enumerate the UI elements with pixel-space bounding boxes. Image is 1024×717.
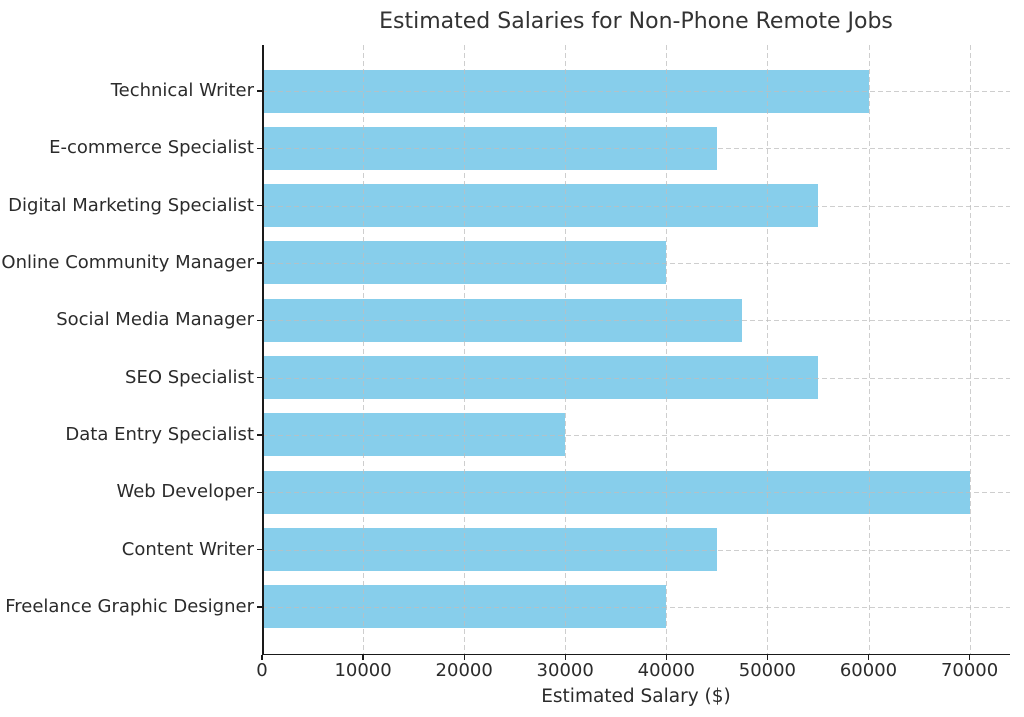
y-tick-label-data-entry-specialist: Data Entry Specialist [65,423,254,445]
x-tick-mark [564,655,566,660]
y-tick-label-content-writer: Content Writer [121,538,254,560]
x-tick-mark [665,655,667,660]
y-tick-label-digital-marketing-specialist: Digital Marketing Specialist [8,194,254,216]
y-tick-label-e-commerce-specialist: E-commerce Specialist [49,137,254,159]
bar-data-entry-specialist [262,413,566,457]
x-tick-mark [867,655,870,660]
y-tick-mark [257,434,262,436]
y-tick-label-freelance-graphic-designer: Freelance Graphic Designer [5,595,254,617]
x-tick-mark [362,655,364,660]
bar-social-media-manager [262,298,743,342]
bar-freelance-graphic-designer [262,585,667,629]
chart-title: Estimated Salaries for Non-Phone Remote … [379,9,893,34]
x-tick-mark [463,655,465,660]
x-tick-label-70000: 70000 [940,660,999,681]
x-tick-label-40000: 40000 [637,660,695,681]
y-tick-mark [257,90,262,92]
y-tick-mark [257,319,262,321]
y-tick-mark [257,491,262,493]
y-tick-label-technical-writer: Technical Writer [110,80,254,101]
y-tick-label-online-community-manager: Online Community Manager [1,251,254,273]
y-axis-spine [262,45,264,655]
y-tick-label-seo-specialist: SEO Specialist [125,366,254,388]
y-tick-label-web-developer: Web Developer [116,481,254,503]
bars-layer [262,45,1010,655]
y-tick-mark [257,606,262,608]
y-tick-mark [257,376,262,379]
y-tick-label-social-media-manager: Social Media Manager [56,309,254,331]
y-tick-mark [257,147,262,150]
x-tick-label-30000: 30000 [536,660,594,681]
x-tick-mark [261,655,263,660]
x-tick-label-60000: 60000 [839,660,898,681]
plot-area [262,45,1010,655]
x-tick-label-20000: 20000 [435,660,493,681]
bar-e-commerce-specialist [262,126,717,170]
x-tick-mark [766,655,769,660]
y-tick-mark [257,262,262,264]
bar-web-developer [262,470,970,514]
bar-content-writer [262,528,717,572]
bar-technical-writer [262,69,869,113]
bar-seo-specialist [262,356,818,400]
x-tick-mark [968,655,971,660]
x-axis-label: Estimated Salary ($) [541,686,731,707]
y-tick-mark [257,548,262,551]
y-tick-mark [257,204,262,207]
bar-digital-marketing-specialist [262,184,818,228]
x-tick-label-0: 0 [256,660,268,681]
x-tick-label-10000: 10000 [334,660,392,681]
x-tick-label-50000: 50000 [738,660,797,681]
x-axis-spine [262,653,1010,655]
bar-online-community-manager [262,241,667,285]
